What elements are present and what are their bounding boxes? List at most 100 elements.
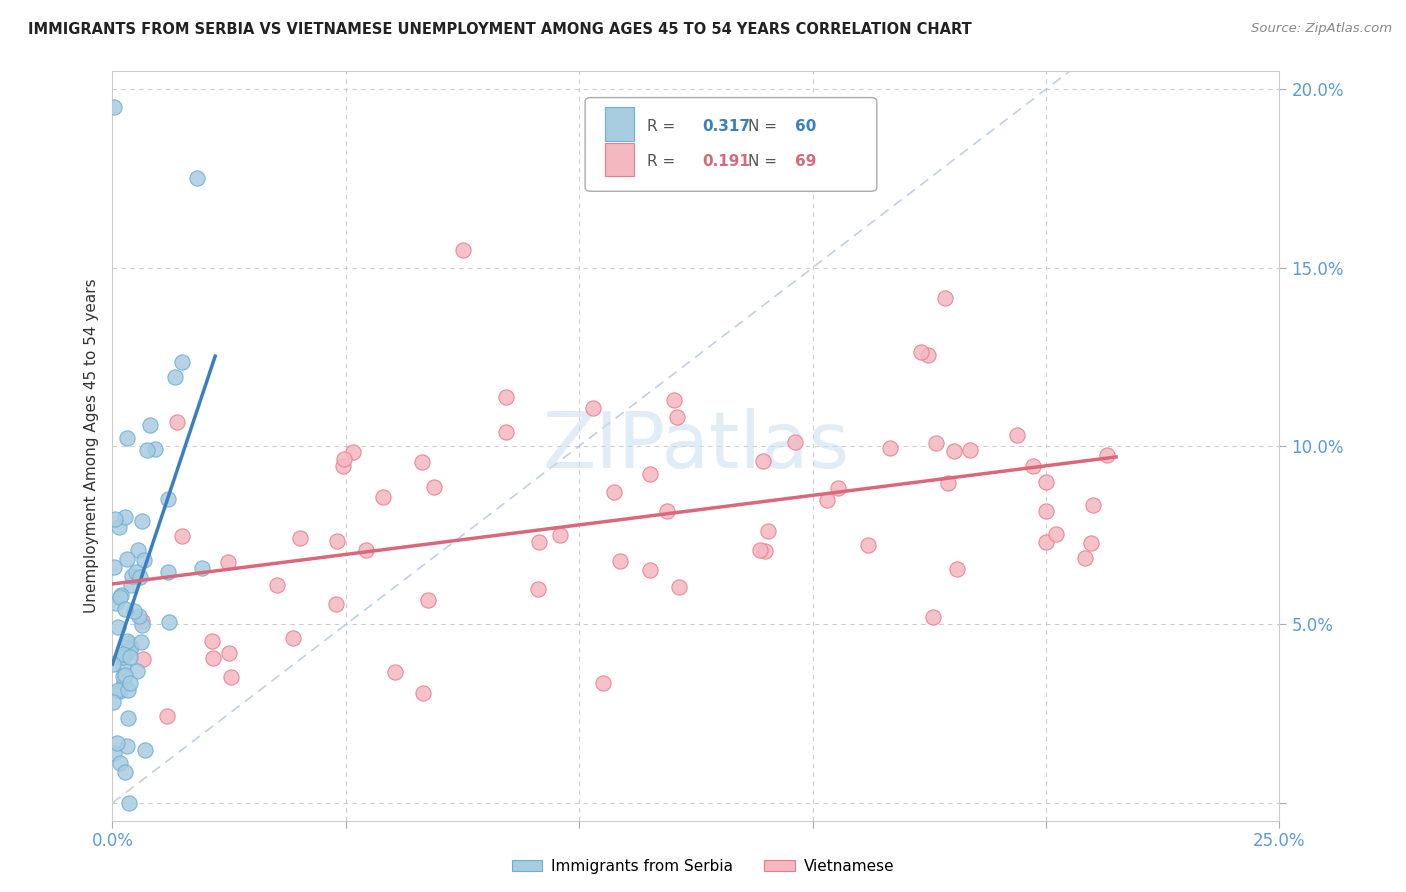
Point <box>105 736 128 750</box>
Point <box>157 491 180 506</box>
Point <box>529 534 551 549</box>
Point <box>101 657 124 671</box>
Point <box>925 435 948 450</box>
Text: R =: R = <box>647 153 675 169</box>
Point <box>827 481 849 495</box>
Point <box>451 243 474 257</box>
Point <box>112 659 135 673</box>
Point <box>946 562 969 576</box>
Point <box>1074 550 1097 565</box>
Point <box>325 597 347 611</box>
Point <box>754 544 776 558</box>
Text: ZIPatlas: ZIPatlas <box>543 408 849 484</box>
Point <box>917 348 939 362</box>
Text: N =: N = <box>748 153 778 169</box>
Point <box>107 619 129 633</box>
Point <box>107 520 129 534</box>
Point <box>190 560 212 574</box>
Point <box>129 570 152 584</box>
Point <box>1005 428 1028 442</box>
Point <box>115 431 138 445</box>
Point <box>131 614 153 628</box>
Point <box>186 171 208 186</box>
Point <box>1095 448 1118 462</box>
Point <box>115 647 138 661</box>
Text: 69: 69 <box>796 153 817 169</box>
Point <box>122 604 145 618</box>
Point <box>127 543 149 558</box>
FancyBboxPatch shape <box>605 143 634 177</box>
Point <box>910 344 932 359</box>
Point <box>752 454 775 468</box>
Point <box>108 591 131 605</box>
Point <box>548 527 571 541</box>
Point <box>582 401 605 415</box>
Point <box>110 756 132 771</box>
Point <box>202 650 225 665</box>
Point <box>592 676 614 690</box>
Point <box>125 565 148 579</box>
Point <box>134 743 156 757</box>
Point <box>156 709 179 723</box>
Point <box>112 669 135 683</box>
Point <box>114 601 136 615</box>
Point <box>114 510 136 524</box>
Point <box>108 684 131 698</box>
Point <box>412 686 434 700</box>
Point <box>132 553 155 567</box>
Point <box>922 609 945 624</box>
Point <box>495 425 517 439</box>
Point <box>638 563 661 577</box>
Point <box>131 634 153 648</box>
Point <box>603 485 626 500</box>
Point <box>117 711 139 725</box>
Legend: Immigrants from Serbia, Vietnamese: Immigrants from Serbia, Vietnamese <box>506 853 900 880</box>
Point <box>411 455 433 469</box>
Text: R =: R = <box>647 119 675 134</box>
Point <box>326 533 349 548</box>
Point <box>1081 498 1104 512</box>
Point <box>112 647 135 661</box>
Point <box>166 415 188 429</box>
Y-axis label: Unemployment Among Ages 45 to 54 years: Unemployment Among Ages 45 to 54 years <box>83 278 98 614</box>
Point <box>131 652 153 666</box>
Point <box>127 664 149 678</box>
Point <box>332 459 354 474</box>
Point <box>815 493 838 508</box>
Point <box>856 538 879 552</box>
FancyBboxPatch shape <box>605 107 634 141</box>
Point <box>373 491 395 505</box>
Point <box>384 665 406 679</box>
Point <box>423 480 446 494</box>
Point <box>103 559 125 574</box>
Point <box>879 441 901 455</box>
Point <box>1045 526 1067 541</box>
Point <box>157 615 180 629</box>
Point <box>103 100 125 114</box>
Point <box>128 608 150 623</box>
Point <box>748 542 770 557</box>
Point <box>104 596 127 610</box>
Point <box>1035 535 1057 549</box>
Text: N =: N = <box>748 119 778 134</box>
Point <box>333 451 356 466</box>
Point <box>107 682 129 697</box>
Point <box>120 640 142 655</box>
Point <box>783 434 806 449</box>
Point <box>936 476 959 491</box>
Point <box>156 565 179 579</box>
Text: 0.191: 0.191 <box>702 153 749 169</box>
Text: IMMIGRANTS FROM SERBIA VS VIETNAMESE UNEMPLOYMENT AMONG AGES 45 TO 54 YEARS CORR: IMMIGRANTS FROM SERBIA VS VIETNAMESE UNE… <box>28 22 972 37</box>
Text: Source: ZipAtlas.com: Source: ZipAtlas.com <box>1251 22 1392 36</box>
Point <box>668 580 690 594</box>
Point <box>114 764 136 779</box>
Point <box>201 634 224 648</box>
Point <box>959 442 981 457</box>
Point <box>131 618 153 632</box>
Point <box>172 355 194 369</box>
Point <box>143 442 166 456</box>
Point <box>118 641 141 656</box>
Point <box>131 514 153 528</box>
Point <box>266 577 288 591</box>
Point <box>1022 459 1045 474</box>
